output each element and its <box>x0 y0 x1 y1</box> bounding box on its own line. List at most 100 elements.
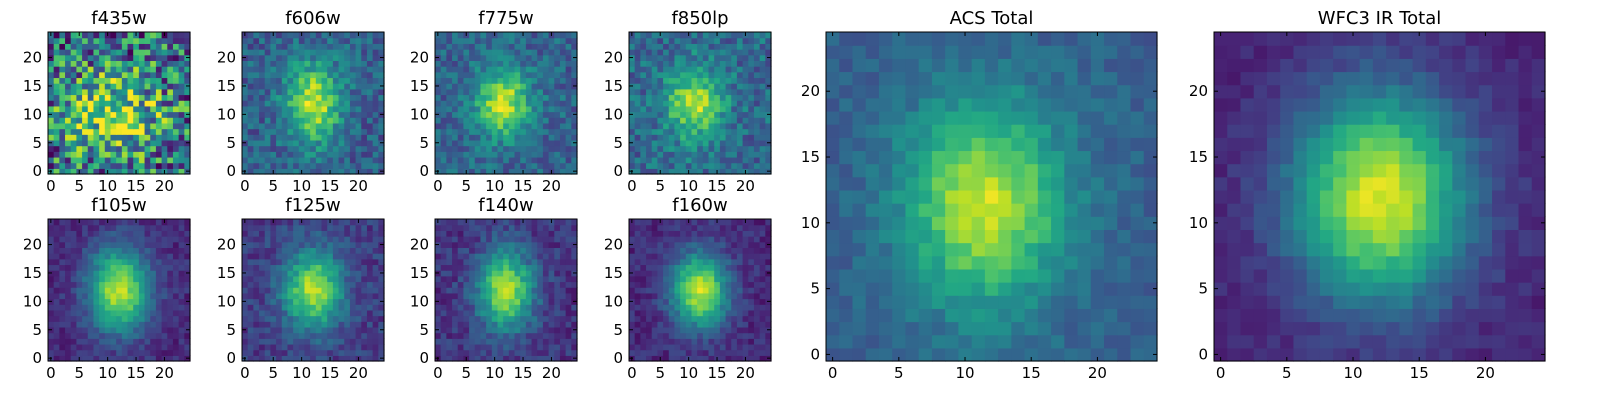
heatmap-cell <box>298 71 306 79</box>
heatmap-cell <box>680 139 687 147</box>
heatmap-cell <box>565 111 572 118</box>
heatmap-cell <box>680 111 687 118</box>
heatmap-cell <box>663 71 670 79</box>
heatmap-cell <box>344 71 351 79</box>
heatmap-cell <box>338 32 345 39</box>
heatmap-cell <box>287 349 294 356</box>
x-tick-label: 10 <box>485 177 504 195</box>
heatmap-cell <box>327 94 334 101</box>
heatmap-cell <box>321 304 328 311</box>
heatmap-cell <box>508 309 516 317</box>
heatmap-cell <box>548 236 555 243</box>
heatmap-cell <box>554 321 561 328</box>
heatmap-cell <box>327 264 334 271</box>
heatmap-cell <box>469 151 476 158</box>
heatmap-cell <box>361 88 368 96</box>
heatmap-cell <box>663 49 670 56</box>
heatmap-cell <box>497 304 504 311</box>
heatmap-cell <box>452 122 459 130</box>
heatmap-cell <box>93 315 100 322</box>
heatmap-cell <box>542 298 550 305</box>
heatmap-cell <box>629 94 636 101</box>
heatmap-cell <box>253 156 260 164</box>
heatmap-cell <box>765 77 772 84</box>
heatmap-cell <box>514 43 521 50</box>
heatmap-cell <box>133 326 140 334</box>
heatmap-cell <box>571 43 578 50</box>
heatmap-cell <box>663 309 670 317</box>
heatmap-cell <box>276 83 283 90</box>
heatmap-cell <box>702 304 710 311</box>
heatmap-cell <box>565 264 572 271</box>
heatmap-cell <box>514 219 521 226</box>
heatmap-cell <box>65 134 72 141</box>
heatmap-cell <box>304 326 311 334</box>
heatmap-cell <box>361 326 368 334</box>
heatmap-cell <box>474 253 482 260</box>
heatmap-cell <box>349 230 357 237</box>
heatmap-cell <box>634 281 641 288</box>
heatmap-cell <box>327 49 334 56</box>
heatmap-cell <box>53 49 60 56</box>
heatmap-cell <box>93 343 100 351</box>
heatmap-cell <box>121 224 129 231</box>
heatmap-cell <box>736 156 744 164</box>
heatmap-cell <box>167 168 174 175</box>
heatmap-cell <box>697 105 704 113</box>
heatmap-cell <box>127 43 134 50</box>
heatmap-cell <box>110 100 117 107</box>
heatmap-cell <box>651 355 658 362</box>
heatmap-cell <box>372 43 379 50</box>
heatmap-cell <box>542 281 550 288</box>
heatmap-cell <box>640 49 647 56</box>
heatmap-cell <box>184 162 191 169</box>
heatmap-cell <box>155 156 163 164</box>
heatmap-cell <box>59 224 66 231</box>
heatmap-cell <box>725 162 732 169</box>
heatmap-cell <box>474 134 482 141</box>
heatmap-cell <box>259 349 266 356</box>
heatmap-cell <box>708 315 715 322</box>
heatmap-cell <box>463 105 470 113</box>
x-tick-label: 20 <box>542 177 561 195</box>
heatmap-cell <box>731 338 738 345</box>
heatmap-cell <box>76 83 83 90</box>
heatmap-cell <box>93 77 100 84</box>
heatmap-cell <box>104 315 112 322</box>
heatmap-cell <box>486 77 493 84</box>
heatmap-cell <box>674 355 681 362</box>
heatmap-cell <box>48 281 55 288</box>
heatmap-cell <box>463 315 470 322</box>
heatmap-cell <box>48 94 55 101</box>
heatmap-cell <box>554 111 561 118</box>
heatmap-cell <box>634 32 641 39</box>
heatmap-cell <box>440 292 447 300</box>
heatmap-cell <box>759 60 766 67</box>
heatmap-cell <box>76 111 83 118</box>
heatmap-cell <box>138 241 146 248</box>
heatmap-cell <box>253 105 260 113</box>
heatmap-cell <box>651 315 658 322</box>
heatmap-cell <box>702 139 710 147</box>
heatmap-cell <box>264 60 271 67</box>
heatmap-cell <box>725 139 732 147</box>
heatmap-cell <box>480 287 487 294</box>
heatmap-cell <box>440 287 447 294</box>
heatmap-cell <box>355 37 362 44</box>
heatmap-cell <box>87 309 95 317</box>
heatmap-cell <box>178 321 185 328</box>
heatmap-cell <box>127 162 134 169</box>
heatmap-cell <box>680 134 687 141</box>
heatmap-cell <box>708 49 715 56</box>
heatmap-cell <box>452 66 459 73</box>
heatmap-cell <box>714 122 721 130</box>
heatmap-cell <box>355 321 362 328</box>
heatmap-cell <box>372 66 379 73</box>
heatmap-cell <box>276 49 283 56</box>
heatmap-cell <box>70 105 77 113</box>
heatmap-cell <box>298 343 306 351</box>
heatmap-cell <box>298 145 306 152</box>
heatmap-cell <box>87 264 95 271</box>
heatmap-cell <box>76 253 83 260</box>
heatmap-cell <box>725 168 732 175</box>
